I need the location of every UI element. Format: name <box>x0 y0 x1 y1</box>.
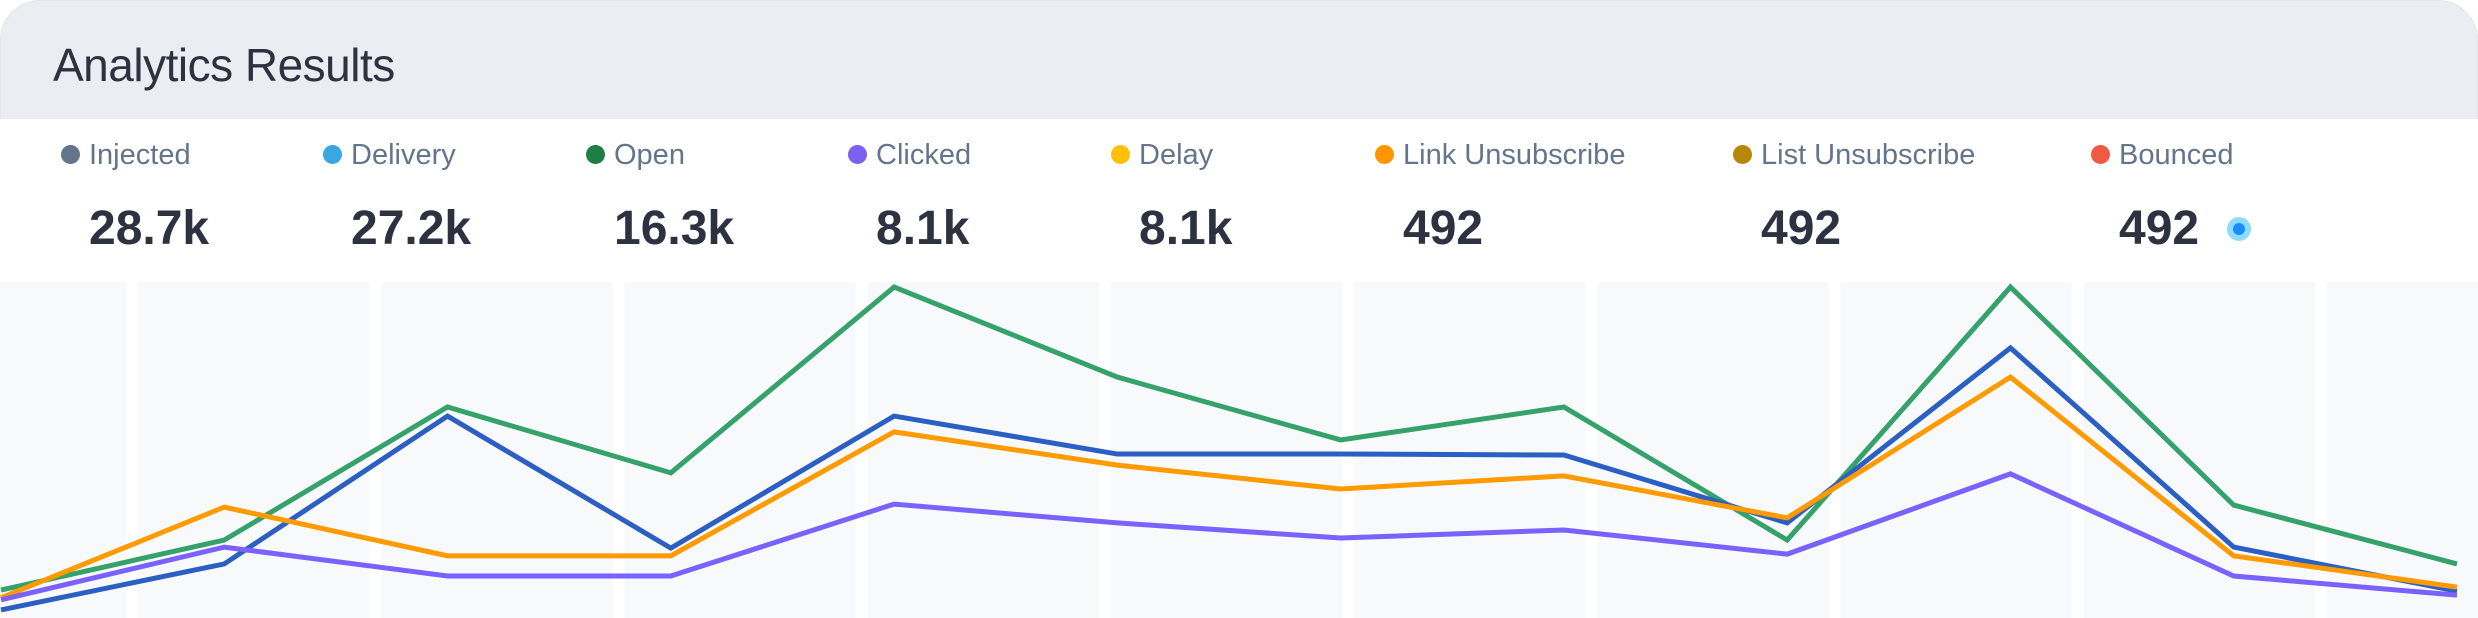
grid-band <box>381 282 613 618</box>
legend-dot-icon <box>1111 145 1130 164</box>
grid-band <box>138 282 370 618</box>
legend-dot-icon <box>61 145 80 164</box>
legend-label: Delay <box>1139 139 1214 171</box>
series-line-0 <box>0 283 2458 593</box>
grid-band <box>0 282 126 618</box>
legend-value: 492 <box>2119 202 2200 255</box>
legend-dot-icon <box>586 145 605 164</box>
legend-dot-icon <box>1375 145 1394 164</box>
legend-label: Bounced <box>2119 139 2234 171</box>
legend-value: 492 <box>1403 202 1484 255</box>
line-chart <box>0 282 2478 618</box>
grid-band <box>1354 282 1586 618</box>
series-line-3 <box>0 471 2458 603</box>
series-line-2 <box>0 374 2458 601</box>
legend-value: 492 <box>1761 202 1842 255</box>
legend-value: 16.3k <box>614 202 735 255</box>
legend-label: Link Unsubscribe <box>1403 139 1626 171</box>
grid-band <box>867 282 1099 618</box>
card-header: Analytics Results <box>0 0 2478 119</box>
page-title: Analytics Results <box>53 39 395 91</box>
legend-value: 27.2k <box>351 202 472 255</box>
grid-band <box>624 282 856 618</box>
legend-label: Delivery <box>351 139 456 171</box>
grid-band <box>1840 282 2072 618</box>
legend-dot-icon <box>323 145 342 164</box>
grid-band <box>1111 282 1342 618</box>
legend-dot-icon <box>1733 145 1752 164</box>
grid-band <box>2083 282 2315 618</box>
legend-value: 8.1k <box>876 202 970 255</box>
series-line-1 <box>0 344 2458 613</box>
live-indicator-icon <box>2227 217 2251 241</box>
legend-value: 8.1k <box>1139 202 1233 255</box>
legend-label: Injected <box>89 139 191 171</box>
legend-dot-icon <box>848 145 867 164</box>
legend-dot-icon <box>2091 145 2110 164</box>
legend-label: List Unsubscribe <box>1761 139 1976 171</box>
legend-label: Open <box>614 139 685 171</box>
legend-value: 28.7k <box>89 202 210 255</box>
legend-label: Clicked <box>876 139 972 171</box>
